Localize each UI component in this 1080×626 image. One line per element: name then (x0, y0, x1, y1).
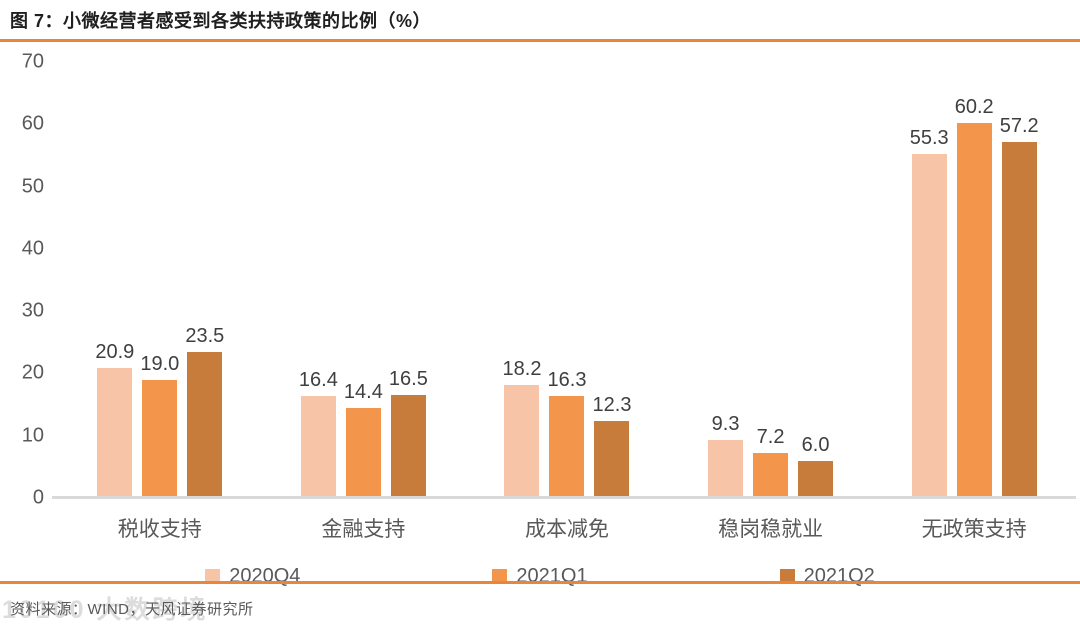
bar-2021Q1: 7.2 (753, 426, 789, 498)
y-tick-label: 60 (21, 112, 44, 135)
category-label: 成本减免 (524, 518, 609, 541)
bar-2020Q4: 55.3 (910, 127, 949, 498)
bar-rect (504, 385, 540, 498)
bar-rect (708, 440, 744, 498)
y-tick-label: 50 (21, 175, 44, 198)
bar-rect (798, 461, 834, 498)
legend-item-2020Q4: 2020Q4 (205, 565, 300, 588)
bar-value-label: 12.3 (592, 394, 632, 416)
bar-value-label: 20.9 (95, 341, 135, 363)
bar-value-label: 57.2 (999, 115, 1039, 137)
legend-swatch-icon (492, 568, 508, 584)
source-text: 资料来源：WIND，天风证券研究所 (10, 601, 254, 618)
bar-2021Q2: 16.5 (389, 368, 428, 498)
bar-2021Q1: 60.2 (955, 96, 994, 498)
bar-2021Q2: 57.2 (1000, 115, 1039, 498)
bar-groups: 20.9 19.0 23.5 16.4 14.4 16.5 18.2 16.3 12.3 9.3 7… (58, 62, 1076, 498)
category-label: 稳岗稳就业 (718, 518, 824, 541)
bar-value-label: 23.5 (185, 325, 225, 347)
bar-2021Q1: 16.3 (548, 369, 586, 498)
bar-value-label: 7.2 (756, 426, 785, 448)
bar-rect (753, 453, 789, 498)
y-tick-label: 0 (32, 486, 44, 509)
bar-2020Q4: 9.3 (708, 413, 744, 498)
legend-label: 2021Q2 (803, 564, 875, 587)
bar-group: 9.3 7.2 6.0 (669, 62, 873, 498)
figure-title: 图 7：小微经营者感受到各类扶持政策的比例（%） (10, 11, 432, 31)
bar-2021Q2: 6.0 (798, 434, 834, 498)
y-tick-label: 30 (21, 299, 44, 322)
bar-rect (911, 154, 947, 498)
y-tick-label: 40 (21, 237, 44, 260)
footer-divider (0, 581, 1080, 584)
bar-value-label: 6.0 (801, 434, 830, 456)
bar-value-label: 19.0 (140, 353, 180, 375)
bar-rect (594, 421, 630, 498)
legend-swatch-icon (779, 568, 795, 584)
legend-label: 2021Q1 (516, 564, 588, 587)
bar-value-label: 60.2 (954, 96, 994, 118)
bar-value-label: 9.3 (711, 413, 740, 435)
bar-rect (300, 396, 336, 498)
bar-2020Q4: 18.2 (503, 358, 541, 498)
legend-item-2021Q1: 2021Q1 (492, 564, 588, 588)
bar-rect (187, 352, 223, 498)
bar-2020Q4: 16.4 (299, 369, 338, 498)
bar-2021Q1: 14.4 (344, 381, 383, 498)
bar-value-label: 18.2 (502, 358, 542, 380)
category-label: 税收支持 (117, 518, 202, 541)
y-axis: 70 60 50 40 30 20 10 0 (0, 51, 58, 509)
footer: 10100 大数跨境 资料来源：WIND，天风证券研究所 (0, 592, 1080, 626)
bar-value-label: 16.4 (298, 369, 338, 391)
bar-rect (549, 396, 585, 498)
bar-rect (1001, 142, 1037, 498)
bar-rect (97, 368, 133, 498)
bar-value-label: 55.3 (909, 127, 949, 149)
x-axis-line (52, 496, 1076, 499)
legend-item-2021Q2: 2021Q2 (779, 564, 875, 588)
title-divider (0, 39, 1080, 42)
bar-rect (956, 123, 992, 498)
y-tick-label: 10 (21, 424, 44, 447)
bar-chart: 70 60 50 40 30 20 10 0 20.9 19.0 23.5 16.4 14.4 16.5… (0, 51, 1080, 509)
bar-2021Q2: 23.5 (185, 325, 224, 498)
bar-rect (142, 380, 178, 498)
category-label: 无政策支持 (921, 518, 1027, 541)
bar-group: 18.2 16.3 12.3 (465, 62, 669, 498)
bar-2021Q2: 12.3 (593, 394, 631, 498)
y-tick-label: 70 (21, 50, 44, 73)
bar-rect (390, 395, 426, 498)
bar-value-label: 16.3 (547, 369, 587, 391)
bar-2020Q4: 20.9 (95, 341, 134, 498)
category-axis: 税收支持 金融支持 成本减免 稳岗稳就业 无政策支持 (58, 513, 1076, 543)
plot-area: 20.9 19.0 23.5 16.4 14.4 16.5 18.2 16.3 12.3 9.3 7… (52, 62, 1076, 499)
bar-group: 20.9 19.0 23.5 (58, 62, 262, 498)
bar-rect (345, 408, 381, 498)
bar-group: 16.4 14.4 16.5 (262, 62, 466, 498)
bar-value-label: 16.5 (388, 368, 428, 390)
legend-swatch-icon (205, 568, 221, 584)
bar-group: 55.3 60.2 57.2 (872, 62, 1076, 498)
y-tick-label: 20 (21, 361, 44, 384)
category-label: 金融支持 (321, 518, 406, 541)
bar-2021Q1: 19.0 (140, 353, 179, 498)
legend-label: 2020Q4 (229, 564, 301, 587)
bar-value-label: 14.4 (343, 381, 383, 403)
